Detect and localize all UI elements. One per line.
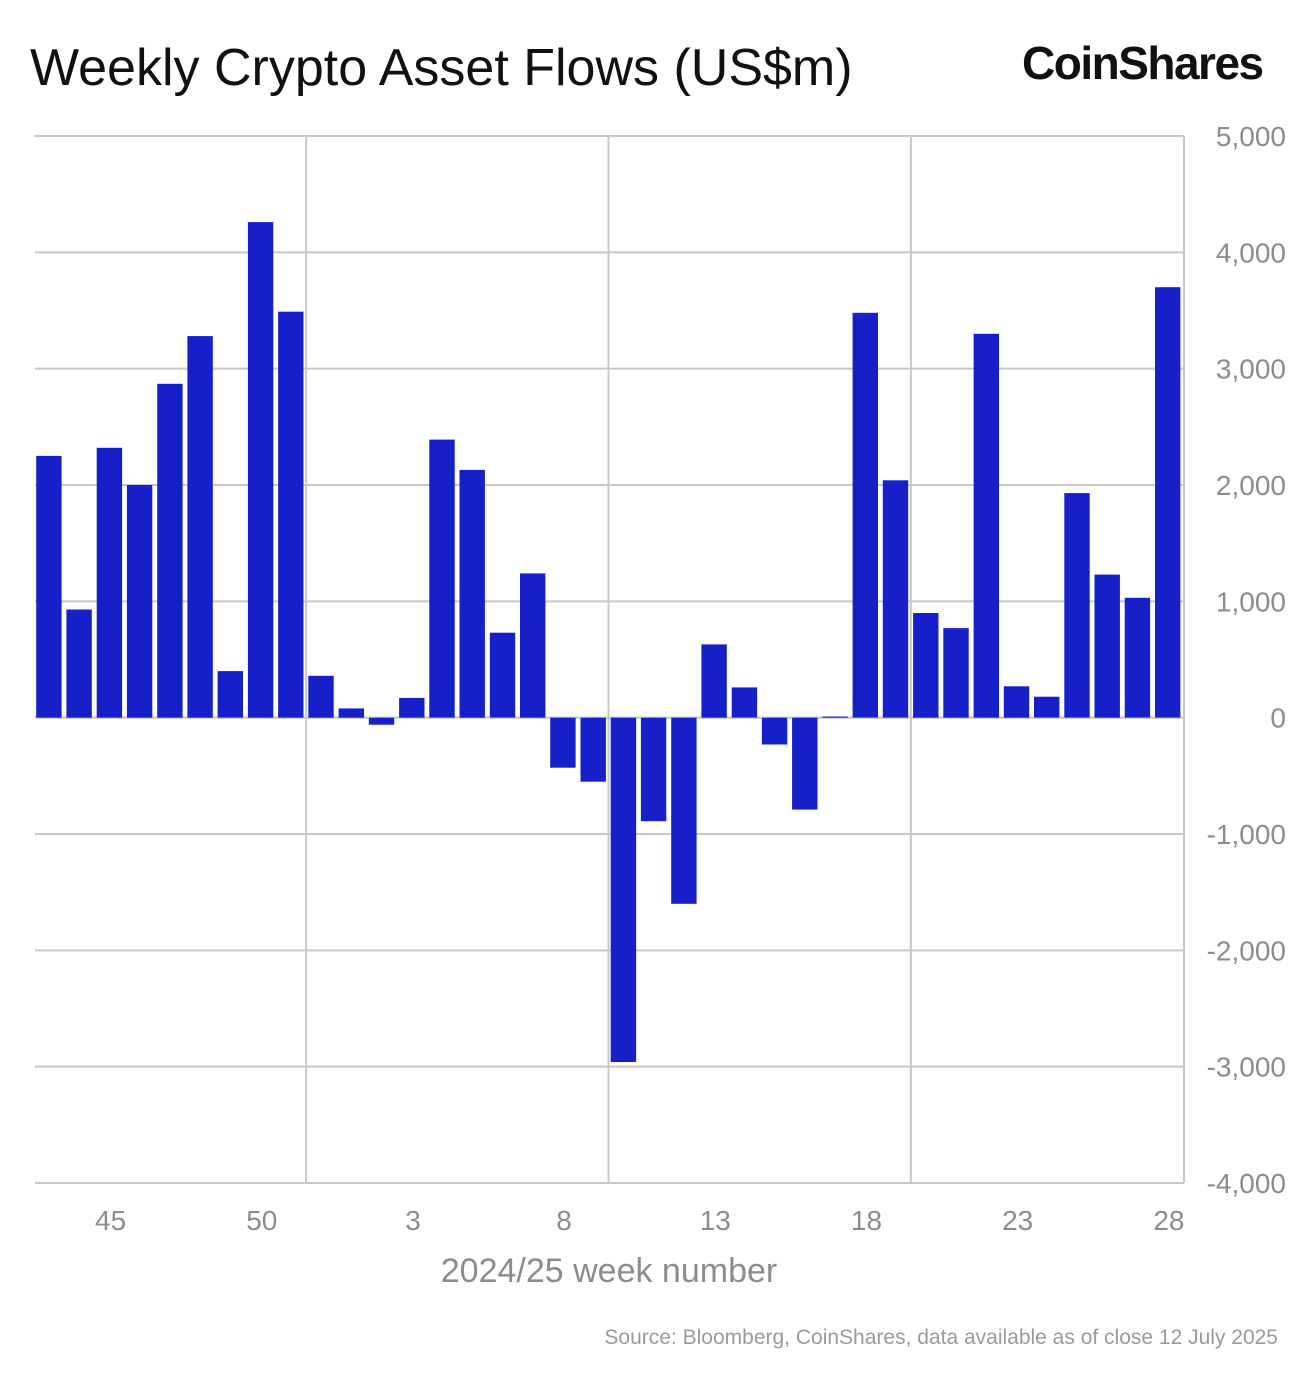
bar-week-52 <box>308 675 334 718</box>
y-tick-label: -3,000 <box>1207 1052 1286 1083</box>
bar-week-43 <box>36 455 62 718</box>
bar-week-47 <box>157 383 183 718</box>
y-tick-label: 2,000 <box>1216 470 1286 501</box>
y-tick-label: 0 <box>1270 703 1286 734</box>
bar-week-17 <box>822 716 848 718</box>
y-tick-label: -4,000 <box>1207 1168 1286 1199</box>
bar-week-44 <box>66 609 92 718</box>
y-tick-label: -2,000 <box>1207 935 1286 966</box>
x-axis-label: 2024/25 week number <box>441 1252 777 1290</box>
bar-week-10 <box>610 717 637 1062</box>
x-tick-label: 28 <box>1153 1205 1184 1236</box>
bar-week-15 <box>761 717 788 745</box>
bar-week-45 <box>96 447 123 718</box>
x-tick-label: 23 <box>1002 1205 1033 1236</box>
x-tick-label: 13 <box>700 1205 731 1236</box>
grid-lines <box>35 135 1185 1184</box>
bar-week-26 <box>1094 574 1120 718</box>
bar-week-25 <box>1064 493 1090 718</box>
y-axis-ticks: 5,000 4,000 3,000 2,000 1,000 0 -1,000 -2,000 -3… <box>1207 121 1286 1199</box>
bar-week-18 <box>852 312 878 718</box>
bar-week-7 <box>520 573 546 718</box>
x-axis-ticks: 45 50 3 8 13 18 23 28 <box>95 1205 1184 1236</box>
bar-week-24 <box>1034 696 1060 718</box>
bar-week-49 <box>217 671 243 718</box>
bar-week-23 <box>1003 686 1030 718</box>
bar-week-2 <box>368 717 395 725</box>
bar-week-46 <box>126 485 153 718</box>
bar-week-11 <box>640 717 667 822</box>
y-tick-label: 5,000 <box>1216 121 1286 152</box>
bar-week-27 <box>1124 597 1151 718</box>
x-tick-label: 8 <box>556 1205 572 1236</box>
x-tick-label: 45 <box>95 1205 126 1236</box>
bar-week-3 <box>399 697 425 718</box>
bar-week-9 <box>580 717 606 782</box>
bar-week-48 <box>187 336 213 718</box>
bar-series <box>36 222 1181 1062</box>
bar-week-20 <box>913 613 939 718</box>
bar-week-16 <box>792 717 818 810</box>
source-note: Source: Bloomberg, CoinShares, data avai… <box>604 1326 1278 1349</box>
x-tick-label: 18 <box>851 1205 882 1236</box>
chart-title: Weekly Crypto Asset Flows (US$m) <box>30 39 853 97</box>
bar-week-19 <box>882 480 909 718</box>
x-tick-label: 50 <box>246 1205 277 1236</box>
y-tick-label: 3,000 <box>1216 354 1286 385</box>
y-tick-label: -1,000 <box>1207 819 1286 850</box>
bar-week-5 <box>459 469 485 718</box>
x-tick-label: 3 <box>405 1205 421 1236</box>
bar-week-6 <box>489 632 516 718</box>
bar-week-21 <box>943 628 969 718</box>
y-tick-label: 4,000 <box>1216 237 1286 268</box>
y-tick-label: 1,000 <box>1216 586 1286 617</box>
bar-week-13 <box>701 644 727 718</box>
bar-week-8 <box>550 717 576 768</box>
bar-week-50 <box>247 222 274 718</box>
coinshares-logo: CoinShares <box>1022 37 1264 89</box>
bar-week-22 <box>973 333 999 718</box>
bar-week-4 <box>429 439 455 718</box>
bar-week-51 <box>278 311 304 718</box>
bar-week-1 <box>338 708 364 718</box>
bar-week-14 <box>731 687 758 718</box>
bar-week-12 <box>671 717 697 904</box>
bar-week-28 <box>1155 287 1181 718</box>
